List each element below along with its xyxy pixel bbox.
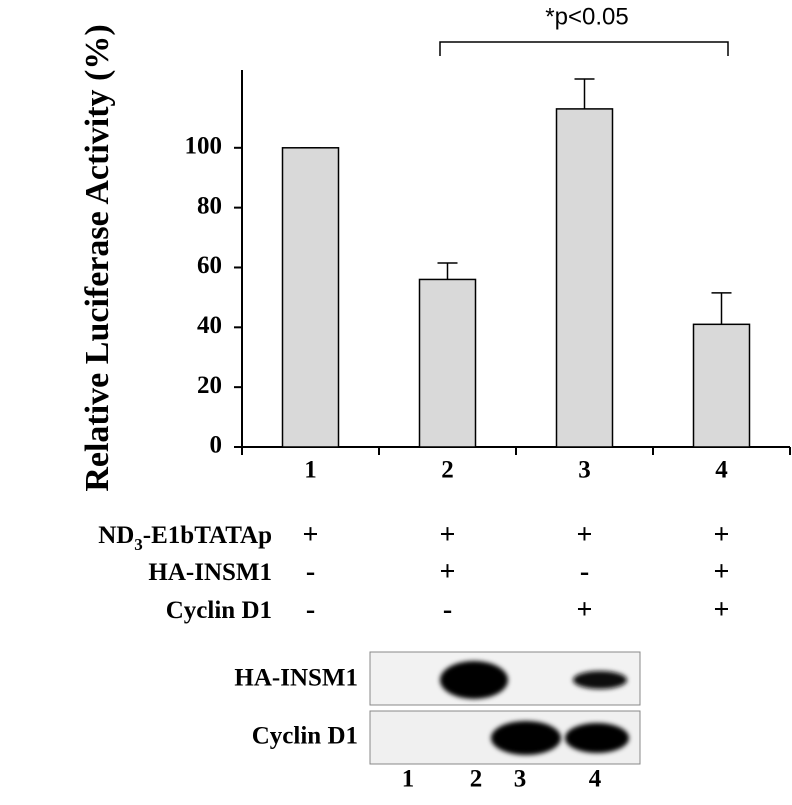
x-tick-label: 3 xyxy=(578,457,591,484)
lane-label: 2 xyxy=(470,766,483,793)
lane-label: 1 xyxy=(402,766,415,793)
blot-band xyxy=(573,671,627,689)
y-tick-label: 0 xyxy=(210,432,223,459)
x-tick-label: 1 xyxy=(304,457,317,484)
treatment-label-part: HA-INSM1 xyxy=(148,559,272,586)
y-axis-title: Relative Luciferase Activity (%) xyxy=(79,24,116,491)
error-bar xyxy=(711,292,732,325)
treatment-label-part: Cyclin D1 xyxy=(166,597,272,624)
y-tick-label: 20 xyxy=(197,372,222,399)
lane-label: 3 xyxy=(514,766,527,793)
blot-label: HA-INSM1 xyxy=(234,665,358,692)
bar xyxy=(418,278,477,448)
treatment-mark: + xyxy=(577,519,593,550)
bar xyxy=(692,323,751,448)
blot-band xyxy=(440,661,508,699)
error-bar xyxy=(437,262,458,280)
treatment-label: ND3-E1bTATAp xyxy=(98,522,272,555)
y-tick-label: 60 xyxy=(197,252,222,279)
treatment-mark: + xyxy=(303,519,319,550)
x-tick-label: 4 xyxy=(715,457,728,484)
y-tick-label: 40 xyxy=(197,312,222,339)
treatment-mark: - xyxy=(580,556,589,587)
treatment-mark: + xyxy=(714,556,730,587)
bar xyxy=(555,108,614,448)
y-tick-label: 100 xyxy=(185,133,223,160)
x-tick-label: 2 xyxy=(441,457,454,484)
treatment-mark: - xyxy=(443,594,452,625)
y-tick-label: 80 xyxy=(197,192,222,219)
treatment-label-part: -E1bTATAp xyxy=(143,522,272,549)
significance-bracket xyxy=(439,41,729,56)
blot-label: Cyclin D1 xyxy=(252,723,358,750)
treatment-label-part: ND xyxy=(98,522,134,549)
blot-band xyxy=(491,721,561,755)
treatment-label-part: 3 xyxy=(134,535,143,554)
treatment-label: Cyclin D1 xyxy=(166,597,272,624)
treatment-mark: + xyxy=(714,519,730,550)
treatment-mark: - xyxy=(306,556,315,587)
treatment-mark: + xyxy=(440,556,456,587)
treatment-label: HA-INSM1 xyxy=(148,559,272,586)
treatment-mark: - xyxy=(306,594,315,625)
significance-label: *p<0.05 xyxy=(545,3,628,30)
treatment-mark: + xyxy=(714,594,730,625)
bar xyxy=(281,147,340,448)
treatment-mark: + xyxy=(577,594,593,625)
treatment-mark: + xyxy=(440,519,456,550)
lane-label: 4 xyxy=(589,766,602,793)
error-bar xyxy=(574,78,595,109)
blot-band xyxy=(565,723,629,753)
